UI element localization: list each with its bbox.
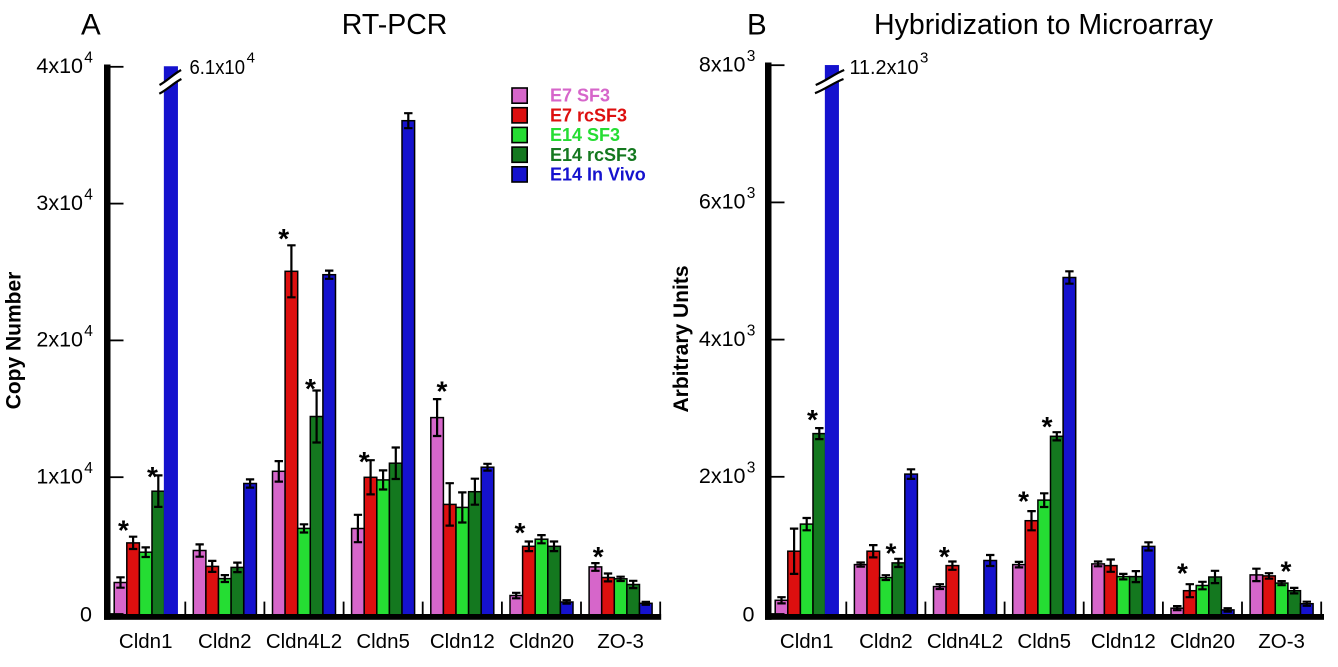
- svg-text:A: A: [81, 9, 101, 42]
- svg-text:3: 3: [747, 185, 756, 202]
- svg-text:*: *: [886, 538, 897, 569]
- svg-text:*: *: [305, 373, 316, 404]
- svg-text:0: 0: [743, 603, 755, 627]
- svg-text:Cldn2: Cldn2: [859, 630, 913, 653]
- svg-text:*: *: [118, 514, 129, 545]
- svg-text:Cldn5: Cldn5: [1017, 630, 1071, 653]
- svg-text:*: *: [1281, 555, 1292, 586]
- svg-text:Copy Number: Copy Number: [3, 272, 26, 410]
- svg-text:3x10: 3x10: [36, 191, 83, 215]
- svg-text:*: *: [437, 376, 448, 407]
- svg-text:3: 3: [920, 50, 928, 67]
- svg-text:*: *: [593, 541, 604, 572]
- svg-text:E14 rcSF3: E14 rcSF3: [550, 145, 637, 165]
- svg-text:8x10: 8x10: [699, 52, 746, 76]
- svg-text:1x10: 1x10: [36, 464, 83, 488]
- svg-text:4x10: 4x10: [36, 54, 83, 78]
- svg-text:E14 SF3: E14 SF3: [550, 125, 620, 145]
- svg-text:E7 SF3: E7 SF3: [550, 86, 610, 106]
- svg-text:Cldn20: Cldn20: [509, 630, 574, 653]
- svg-text:Cldn12: Cldn12: [430, 630, 495, 653]
- svg-text:ZO-3: ZO-3: [1258, 630, 1305, 653]
- svg-text:4: 4: [247, 50, 255, 67]
- svg-text:*: *: [278, 223, 289, 254]
- svg-text:4: 4: [84, 50, 93, 67]
- svg-text:11.2x10: 11.2x10: [850, 56, 919, 79]
- svg-text:4x10: 4x10: [699, 327, 746, 351]
- svg-text:0: 0: [80, 603, 92, 627]
- svg-text:Cldn20: Cldn20: [1170, 630, 1235, 653]
- svg-text:*: *: [939, 541, 950, 572]
- svg-text:*: *: [807, 404, 818, 435]
- svg-text:*: *: [514, 517, 525, 548]
- svg-text:2x10: 2x10: [699, 464, 746, 488]
- svg-text:Cldn12: Cldn12: [1091, 630, 1156, 653]
- svg-text:4: 4: [84, 460, 93, 477]
- svg-text:Cldn1: Cldn1: [119, 630, 173, 653]
- svg-text:*: *: [1018, 485, 1029, 516]
- svg-text:E7 rcSF3: E7 rcSF3: [550, 105, 627, 125]
- svg-text:3: 3: [747, 48, 756, 65]
- svg-text:6x10: 6x10: [699, 190, 746, 214]
- svg-text:*: *: [359, 446, 370, 477]
- svg-text:Cldn4L2: Cldn4L2: [927, 630, 1003, 653]
- svg-text:Hybridization to Microarray: Hybridization to Microarray: [874, 9, 1214, 41]
- svg-text:3: 3: [747, 460, 756, 477]
- svg-text:Cldn4L2: Cldn4L2: [266, 630, 342, 653]
- svg-text:*: *: [1177, 557, 1188, 588]
- svg-text:RT-PCR: RT-PCR: [342, 9, 448, 41]
- svg-text:6.1x10: 6.1x10: [190, 56, 246, 79]
- svg-text:ZO-3: ZO-3: [597, 630, 644, 653]
- svg-text:4: 4: [84, 186, 93, 203]
- svg-text:Cldn5: Cldn5: [356, 630, 410, 653]
- svg-text:E14 In Vivo: E14 In Vivo: [550, 165, 646, 185]
- svg-text:Cldn2: Cldn2: [198, 630, 252, 653]
- svg-text:*: *: [1042, 411, 1053, 442]
- svg-text:*: *: [147, 461, 158, 492]
- svg-text:B: B: [747, 9, 767, 42]
- svg-text:3: 3: [747, 322, 756, 339]
- svg-text:Cldn1: Cldn1: [780, 630, 834, 653]
- svg-text:4: 4: [84, 323, 93, 340]
- svg-text:Arbitrary Units: Arbitrary Units: [670, 265, 693, 412]
- svg-text:2x10: 2x10: [36, 328, 83, 352]
